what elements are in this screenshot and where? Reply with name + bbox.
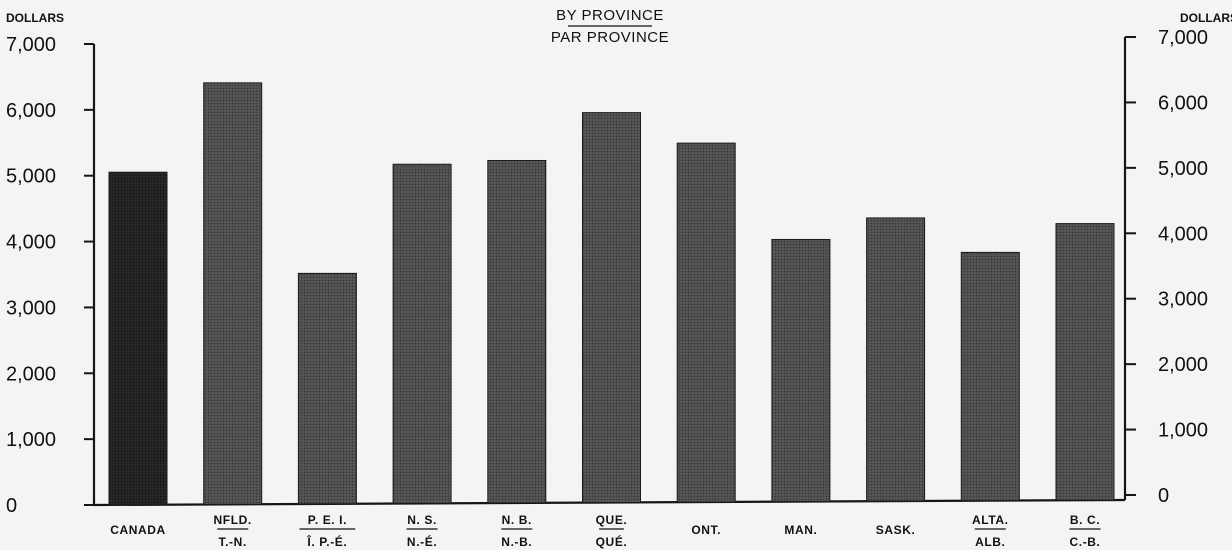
bar-nfld: [203, 82, 263, 505]
bar-canada: [108, 171, 168, 506]
left-tick-label: 2,000: [6, 363, 56, 385]
chart-subtitle: PAR PROVINCE: [551, 29, 669, 46]
category-label-en: NFLD.: [214, 513, 252, 527]
bar-bc: [1055, 223, 1115, 501]
category-label: SASK.: [876, 523, 916, 537]
left-tick-label: 0: [6, 495, 17, 517]
bar-que: [582, 112, 641, 503]
right-tick-label: 3,000: [1158, 289, 1208, 311]
category-label-en: P. E. I.: [308, 513, 347, 527]
category-label: MAN.: [784, 523, 817, 537]
left-axis-ticks: 0 1,000 2,000 3,000 4,000 5,000 6,000 7,000: [6, 34, 94, 517]
bar-ns: [392, 163, 452, 504]
left-tick-label: 3,000: [6, 297, 56, 319]
left-tick-label: 7,000: [6, 34, 56, 56]
bar-ont: [676, 142, 736, 503]
bar-man: [771, 238, 831, 503]
category-label: ONT.: [691, 523, 721, 537]
category-label-en: N. S.: [407, 513, 437, 527]
right-tick-label: 0: [1158, 485, 1169, 507]
y-axis-label-right: DOLLARS: [1180, 11, 1232, 25]
bar-alta: [960, 251, 1020, 502]
category-label-en: N. B.: [502, 513, 532, 527]
y-axis-label-left: DOLLARS: [6, 11, 64, 25]
right-tick-label: 7,000: [1158, 27, 1208, 49]
category-label-fr: QUÉ.: [596, 534, 628, 549]
category-label-fr: ALB.: [975, 535, 1005, 549]
left-tick-label: 4,000: [6, 232, 56, 254]
category-label-fr: N.-É.: [407, 534, 437, 549]
category-labels: CANADA NFLD. T.-N. P. E. I. Î. P.-É. N. S. N.-…: [110, 513, 1101, 549]
right-tick-label: 6,000: [1158, 92, 1208, 114]
category-label-fr: T.-N.: [219, 535, 247, 549]
right-tick-label: 4,000: [1158, 223, 1208, 245]
category-label: CANADA: [110, 523, 166, 537]
bars: [108, 82, 1115, 506]
chart-title: BY PROVINCE: [556, 7, 664, 24]
left-tick-label: 6,000: [6, 100, 56, 122]
right-tick-label: 2,000: [1158, 354, 1208, 376]
bar-nb: [487, 159, 547, 504]
bar-sask: [866, 217, 926, 502]
right-tick-label: 5,000: [1158, 158, 1208, 180]
category-label-en: ALTA.: [972, 513, 1009, 527]
category-label-fr: Î. P.-É.: [306, 534, 347, 549]
right-axis-ticks: 0 1,000 2,000 3,000 4,000 5,000 6,000 7,000: [1125, 27, 1208, 507]
bar-pei: [297, 272, 357, 505]
right-tick-label: 1,000: [1158, 420, 1208, 442]
category-label-en: QUE.: [596, 513, 628, 527]
category-label-fr: C.-B.: [1070, 535, 1101, 549]
category-label-fr: N.-B.: [501, 535, 532, 549]
left-tick-label: 1,000: [6, 429, 56, 451]
left-tick-label: 5,000: [6, 166, 56, 188]
category-label-en: B. C.: [1070, 513, 1100, 527]
